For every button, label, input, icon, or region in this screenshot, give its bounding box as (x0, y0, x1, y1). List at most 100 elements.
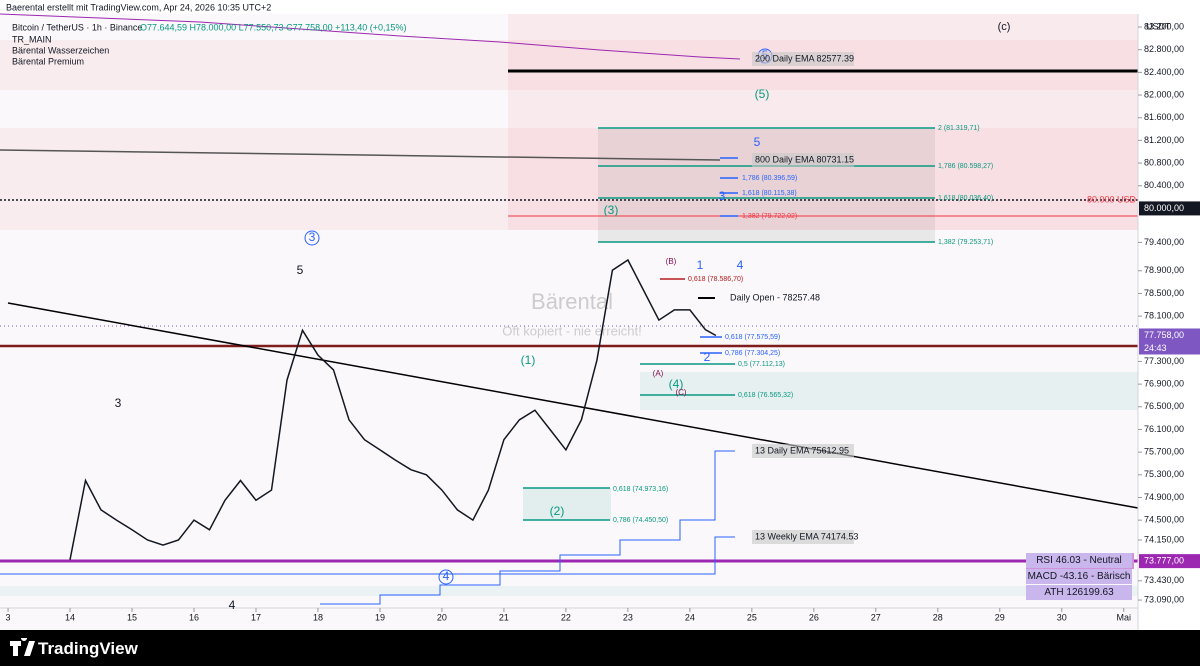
x-tick-label: 24 (685, 612, 695, 622)
label-box (752, 52, 854, 66)
y-tick-label: 78.100,00 (1144, 310, 1184, 320)
level-label: 80.000 USD (1087, 194, 1137, 204)
x-tick-label: 20 (437, 612, 447, 622)
y-tick-label: 76.500,00 (1144, 401, 1184, 411)
y-tick-label: 76.900,00 (1144, 378, 1184, 388)
x-tick-label: 25 (747, 612, 757, 622)
countdown-bg (1139, 342, 1200, 355)
level-label: 1,786 (80.396,59) (742, 175, 797, 182)
ema-line (0, 13, 741, 60)
x-tick-label: 23 (623, 612, 633, 622)
wave-label: (2) (550, 504, 565, 518)
y-tick-label: 80.400,00 (1144, 180, 1184, 190)
support-zone (523, 488, 611, 520)
y-tick-label: 79.400,00 (1144, 237, 1184, 247)
chart: Bärental Oft kopiert - nie erreicht! Bae… (0, 2, 1200, 630)
support-zone (640, 372, 1138, 410)
x-tick-label: 21 (499, 612, 509, 622)
y-tick-label: 78.900,00 (1144, 265, 1184, 275)
label-box (752, 153, 854, 167)
level-label: 1,618 (80.115,38) (742, 190, 797, 197)
wave-label: 4 (737, 258, 744, 272)
level-label: 0,5 (77.112,13) (738, 361, 785, 368)
resistance-zone (0, 128, 1138, 230)
wave-circle (438, 569, 454, 585)
axis-unit: USDT (1146, 21, 1171, 31)
x-tick-label: 14 (65, 612, 75, 622)
x-tick-label: 26 (809, 612, 819, 622)
y-tick-label: 73.090,00 (1144, 594, 1184, 604)
fib-box (598, 128, 935, 242)
indicator: Bärental Premium (12, 56, 84, 66)
price-marker-label: 73.777,00 (1144, 556, 1184, 566)
y-tick-label: 76.100,00 (1144, 424, 1184, 434)
y-tick-label: 74.500,00 (1144, 515, 1184, 525)
level-label: 1,382 (79.722,02) (742, 213, 797, 220)
footer: TradingView (0, 630, 1200, 666)
ema-line (0, 149, 721, 161)
resistance-zone (508, 14, 1138, 230)
fib-lines (523, 127, 935, 521)
level-label: 0,618 (76.565,32) (738, 392, 793, 399)
ema-line (320, 450, 735, 605)
y-tick-label: 74.900,00 (1144, 492, 1184, 502)
level-label: 13 Daily EMA 75612.95 (755, 445, 849, 455)
wave-label: 1 (697, 258, 704, 272)
x-tick-label: 15 (127, 612, 137, 622)
wave-label: 3 (309, 230, 316, 244)
y-tick-label: 82.000,00 (1144, 89, 1184, 99)
wave-label: 5 (754, 135, 761, 149)
price-marker-label: 77.758,00 (1144, 330, 1184, 340)
level-label: 0,618 (74.973,16) (613, 486, 668, 493)
x-tick-label: 29 (995, 612, 1005, 622)
wave-label: (3) (604, 203, 619, 217)
logo (10, 638, 35, 656)
label-box (752, 444, 854, 458)
x-tick-label: 22 (561, 612, 571, 622)
label-box (752, 530, 854, 544)
level-label: 1,618 (80.036,40) (938, 195, 993, 202)
y-tick-label: 75.700,00 (1144, 447, 1184, 457)
info-box: RSI 46.03 - Neutral MACD -43.16 - Bärisc… (1026, 553, 1132, 601)
level-label: 0,786 (74.450,50) (613, 517, 668, 524)
indicator: Bärental Wasserzeichen (12, 45, 109, 55)
info-row: MACD -43.16 - Bärisch (1026, 569, 1132, 584)
x-tick-label: 30 (1057, 612, 1067, 622)
price-marker (1139, 554, 1200, 569)
x-tick-label: 17 (251, 612, 261, 622)
wave-label: (4) (669, 377, 684, 391)
wave-label: 5 (297, 263, 304, 277)
brand: TradingView (38, 639, 138, 658)
symbol: Bitcoin / TetherUS · 1h · Binance (12, 22, 142, 32)
indicator: TR_MAIN (12, 34, 52, 44)
y-tick-label: 73.430,00 (1144, 575, 1184, 585)
x-tick-label: 19 (375, 612, 385, 622)
y-tick-label: 81.600,00 (1144, 112, 1184, 122)
y-tick-label: 82.400,00 (1144, 67, 1184, 77)
y-tick-label: 82.800,00 (1144, 44, 1184, 54)
info-row: ATH 126199.63 (1026, 585, 1132, 600)
wave-label: (B) (666, 257, 677, 266)
x-tick-label: 28 (933, 612, 943, 622)
wave-label: (1) (521, 353, 536, 367)
price-axis-bg (1138, 14, 1200, 630)
wave-label: 4 (229, 598, 236, 612)
ohlc: O77.644,59 H78.000,00 L77.550,73 C77.758… (140, 22, 407, 32)
level-label: 13 Weekly EMA 74174.53 (755, 531, 858, 541)
resistance-zone (0, 40, 1138, 90)
wave-label: (5) (755, 87, 770, 101)
price-line (69, 258, 717, 560)
price-marker (1139, 328, 1200, 343)
countdown: 24:43 (1144, 343, 1167, 353)
ema-line (0, 536, 735, 575)
wave-label: 4 (443, 569, 450, 583)
wave-label: 3 (115, 396, 122, 410)
price-marker (1139, 201, 1200, 216)
y-tick-label: 75.300,00 (1144, 469, 1184, 479)
level-label: Daily Open - 78257.48 (730, 292, 820, 302)
level-label: 800 Daily EMA 80731.15 (755, 154, 854, 164)
fib-lines (700, 157, 738, 354)
level-label: 1,786 (80.598,27) (938, 163, 993, 170)
wave-label: 2 (704, 350, 711, 364)
